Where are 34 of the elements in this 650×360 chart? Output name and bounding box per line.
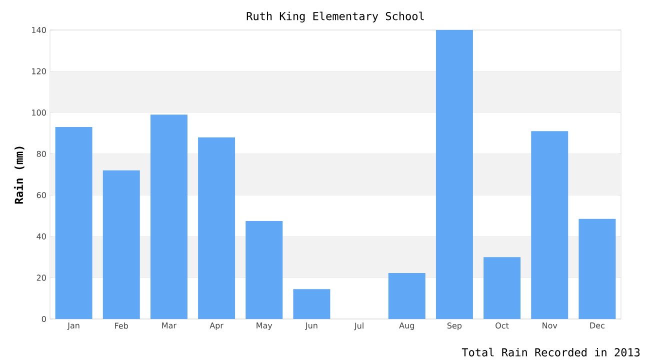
y-tick-label: 0 — [42, 316, 46, 322]
bar — [102, 170, 140, 319]
bar — [150, 114, 188, 319]
y-tick-label: 80 — [36, 150, 46, 157]
x-tick-label: Apr — [210, 322, 224, 330]
bar — [578, 218, 616, 319]
chart-title: Ruth King Elementary School — [246, 12, 424, 22]
bar — [484, 257, 521, 319]
bar — [293, 289, 330, 319]
bar — [246, 220, 283, 319]
y-tick-label: 140 — [32, 26, 46, 34]
bar — [436, 30, 473, 319]
bar — [198, 137, 236, 319]
x-tick-label: Dec — [590, 322, 604, 328]
x-tick-label: Jun — [305, 322, 318, 330]
bar — [531, 131, 568, 319]
x-tick-label: Sep — [447, 322, 462, 330]
y-tick-label: 120 — [32, 68, 46, 74]
x-tick-label: Jan — [67, 322, 80, 330]
bar — [55, 127, 92, 319]
y-axis-title: Rain (mm) — [14, 146, 24, 204]
x-tick-label: Mar — [162, 322, 177, 328]
text: Total Rain Recorded in 2013 — [462, 348, 640, 356]
x-tick-label: May — [256, 322, 272, 330]
y-tick-label: 60 — [36, 192, 46, 198]
y-tick-label: 40 — [36, 233, 46, 240]
x-tick-label: Feb — [115, 322, 128, 329]
x-tick-label: Jul — [354, 322, 364, 330]
y-tick-label: 20 — [36, 274, 46, 281]
bar — [388, 272, 426, 319]
x-tick-label: Nov — [542, 322, 558, 328]
x-tick-label: Aug — [399, 322, 414, 330]
x-tick-label: Oct — [496, 322, 509, 329]
y-tick-label: 100 — [32, 110, 46, 116]
